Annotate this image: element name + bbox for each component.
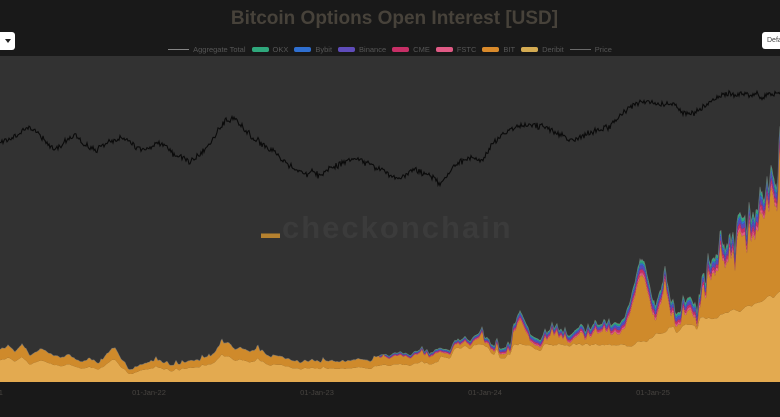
svg-text:checkonchain: checkonchain: [282, 210, 513, 245]
